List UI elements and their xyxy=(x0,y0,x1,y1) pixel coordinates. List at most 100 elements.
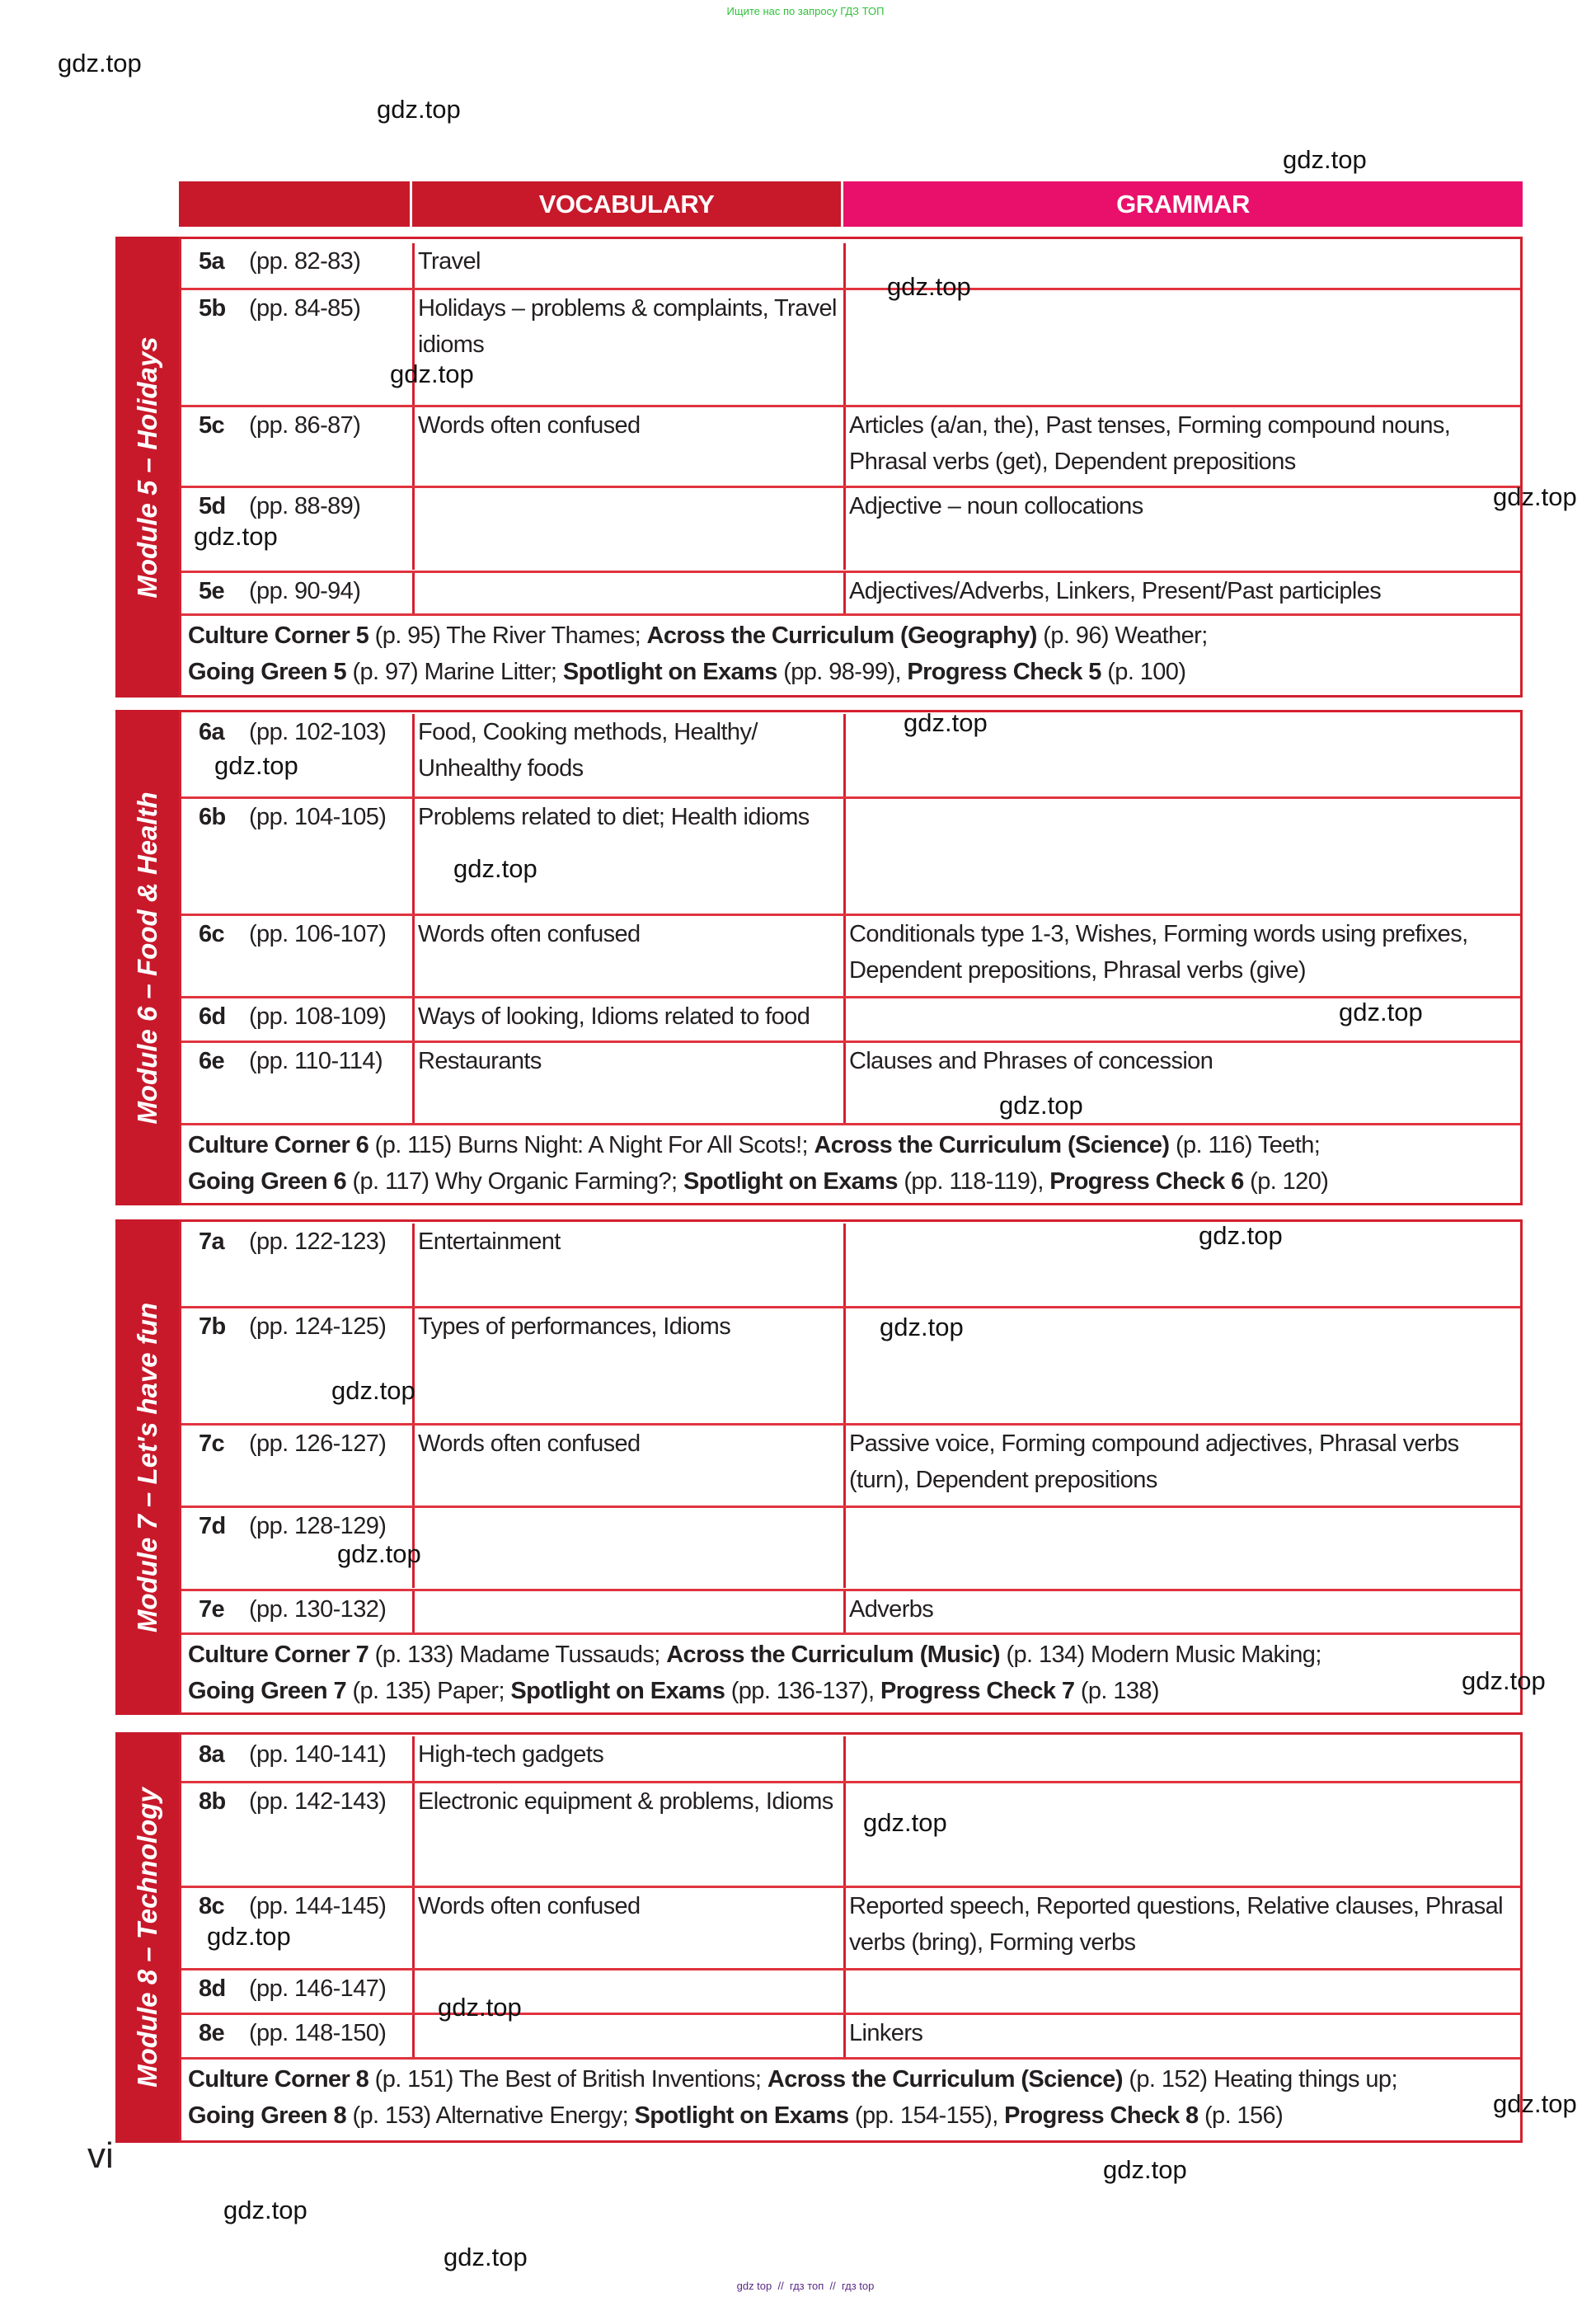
module-title: Module 8 – Technology xyxy=(131,1787,162,2088)
header-grammar: GRAMMAR xyxy=(843,181,1523,227)
lesson-row: 5c (pp. 86-87) Words often confused Artic… xyxy=(181,405,1520,486)
vocabulary-cell: Words often confused xyxy=(412,1426,843,1505)
culture-text-segment: (p. 116) Teeth; xyxy=(1169,1132,1321,1158)
lesson-pages: (pp. 82-83) xyxy=(249,248,361,275)
lesson-code: 7e xyxy=(199,1596,225,1623)
culture-text-segment: (p. 117) Why Organic Farming?; xyxy=(346,1168,683,1195)
lesson-cell: 6e (pp. 110-114) xyxy=(181,1043,412,1123)
module-table: 8a (pp. 140-141) High-tech gadgets 8b (pp.… xyxy=(179,1732,1523,2143)
lesson-row: 7d (pp. 128-129) xyxy=(181,1505,1520,1588)
vocabulary-cell: Problems related to diet; Health idioms xyxy=(412,799,843,914)
grammar-cell xyxy=(843,243,1520,288)
lesson-row: 6a (pp. 102-103) Food, Cooking methods, H… xyxy=(181,714,1520,796)
lesson-row: 8b (pp. 142-143) Electronic equipment & p… xyxy=(181,1781,1520,1886)
watermark: gdz.top xyxy=(887,272,971,301)
lesson-cell: 8d (pp. 146-147) xyxy=(181,1971,412,2013)
grammar-cell: Adjectives/Adverbs, Linkers, Present/Pas… xyxy=(843,573,1520,613)
lesson-pages: (pp. 140-141) xyxy=(249,1741,387,1768)
vocabulary-cell: Restaurants xyxy=(412,1043,843,1123)
culture-text-segment: (p. 100) xyxy=(1101,659,1186,685)
culture-row: Culture Corner 6 (p. 115) Burns Night: A… xyxy=(181,1123,1520,1205)
lesson-pages: (pp. 122-123) xyxy=(249,1228,387,1255)
grammar-cell: Linkers xyxy=(843,2015,1520,2057)
module-title: Module 6 – Food & Health xyxy=(131,791,162,1125)
culture-text-segment: (pp. 136-137), xyxy=(725,1678,880,1704)
culture-text-segment: (p. 134) Modern Music Making; xyxy=(1000,1642,1321,1668)
lesson-row: 7c (pp. 126-127) Words often confused Pas… xyxy=(181,1423,1520,1505)
grammar-cell xyxy=(843,1508,1520,1588)
watermark: gdz.top xyxy=(377,95,461,124)
grammar-cell xyxy=(843,714,1520,796)
lesson-cell: 7c (pp. 126-127) xyxy=(181,1426,412,1505)
lesson-cell: 8a (pp. 140-141) xyxy=(181,1736,412,1781)
watermark: gdz.top xyxy=(904,708,988,737)
culture-text-segment: Progress Check 7 xyxy=(880,1678,1075,1704)
lesson-cell: 7d (pp. 128-129) xyxy=(181,1508,412,1588)
vocabulary-cell xyxy=(412,488,843,570)
vocabulary-cell: Words often confused xyxy=(412,916,843,996)
culture-text-segment: (p. 156) xyxy=(1198,2102,1284,2129)
grammar-cell: Reported speech, Reported questions, Rel… xyxy=(843,1888,1520,1968)
lesson-pages: (pp. 146-147) xyxy=(249,1975,387,2002)
vocabulary-cell: Food, Cooking methods, Healthy/ Unhealth… xyxy=(412,714,843,796)
culture-text-segment: Culture Corner 5 xyxy=(188,622,369,649)
lesson-pages: (pp. 104-105) xyxy=(249,804,387,830)
grammar-cell xyxy=(843,1971,1520,2013)
module-table: 6a (pp. 102-103) Food, Cooking methods, H… xyxy=(179,710,1523,1205)
culture-text-segment: Going Green 6 xyxy=(188,1168,347,1195)
watermark: gdz.top xyxy=(390,359,474,388)
grammar-cell: Clauses and Phrases of concession xyxy=(843,1043,1520,1123)
watermark: gdz.top xyxy=(214,751,298,780)
lesson-cell: 7a (pp. 122-123) xyxy=(181,1224,412,1306)
culture-text-segment: Culture Corner 6 xyxy=(188,1132,369,1158)
vocabulary-cell xyxy=(412,1508,843,1588)
watermark: gdz.top xyxy=(1283,145,1367,174)
lesson-pages: (pp. 128-129) xyxy=(249,1513,387,1539)
grammar-cell: Adjective – noun collocations xyxy=(843,488,1520,570)
lesson-row: 7e (pp. 130-132) Adverbs xyxy=(181,1589,1520,1633)
vocabulary-cell: Electronic equipment & problems, Idioms xyxy=(412,1783,843,1886)
culture-text-segment: (p. 138) xyxy=(1074,1678,1160,1704)
culture-text-segment: Spotlight on Exams xyxy=(683,1168,898,1195)
lesson-pages: (pp. 124-125) xyxy=(249,1313,387,1340)
culture-text-segment: (p. 152) Heating things up; xyxy=(1122,2066,1397,2093)
page-number: vi xyxy=(87,2135,114,2176)
culture-text-segment: Going Green 5 xyxy=(188,659,347,685)
lesson-row: 7b (pp. 124-125) Types of performances, I… xyxy=(181,1306,1520,1423)
culture-text-segment: Across the Curriculum (Science) xyxy=(767,2066,1124,2093)
grammar-cell xyxy=(843,799,1520,914)
lesson-pages: (pp. 86-87) xyxy=(249,412,361,439)
watermark: gdz.top xyxy=(1493,482,1577,511)
lesson-cell: 5a (pp. 82-83) xyxy=(181,243,412,288)
culture-text-segment: (pp. 98-99), xyxy=(777,659,908,685)
lesson-code: 6d xyxy=(199,1003,226,1030)
culture-text-segment: (p. 151) The Best of British Inventions; xyxy=(368,2066,767,2093)
watermark: gdz.top xyxy=(1493,2089,1577,2118)
lesson-pages: (pp. 148-150) xyxy=(249,2020,387,2046)
lesson-row: 8e (pp. 148-150) Linkers xyxy=(181,2013,1520,2057)
lesson-pages: (pp. 90-94) xyxy=(249,578,361,604)
grammar-cell xyxy=(843,1308,1520,1423)
culture-text-segment: (p. 135) Paper; xyxy=(346,1678,511,1704)
vocabulary-cell: Travel xyxy=(412,243,843,288)
lesson-code: 5b xyxy=(199,295,226,322)
header-vocabulary: VOCABULARY xyxy=(412,181,841,227)
lesson-pages: (pp. 108-109) xyxy=(249,1003,387,1030)
top-banner: Ищите нас по запросу ГДЗ ТОП xyxy=(726,5,885,17)
culture-text-segment: (p. 97) Marine Litter; xyxy=(346,659,563,685)
watermark: gdz.top xyxy=(438,1993,522,2022)
lesson-cell: 7e (pp. 130-132) xyxy=(181,1591,412,1633)
culture-text-segment: Spotlight on Exams xyxy=(634,2102,849,2129)
culture-text-segment: Progress Check 8 xyxy=(1004,2102,1199,2129)
watermark: gdz.top xyxy=(880,1313,964,1341)
lesson-row: 7a (pp. 122-123) Entertainment xyxy=(181,1224,1520,1306)
vocabulary-cell: Ways of looking, Idioms related to food xyxy=(412,998,843,1040)
vocabulary-cell: Entertainment xyxy=(412,1224,843,1306)
lesson-cell: 5b (pp. 84-85) xyxy=(181,290,412,405)
culture-row: Culture Corner 5 (p. 95) The River Thame… xyxy=(181,613,1520,698)
lesson-cell: 6c (pp. 106-107) xyxy=(181,916,412,996)
grammar-cell xyxy=(843,1736,1520,1781)
module-table: 7a (pp. 122-123) Entertainment 7b (pp. 124… xyxy=(179,1219,1523,1715)
vocabulary-cell: High-tech gadgets xyxy=(412,1736,843,1781)
culture-text-segment: Culture Corner 8 xyxy=(188,2066,369,2093)
